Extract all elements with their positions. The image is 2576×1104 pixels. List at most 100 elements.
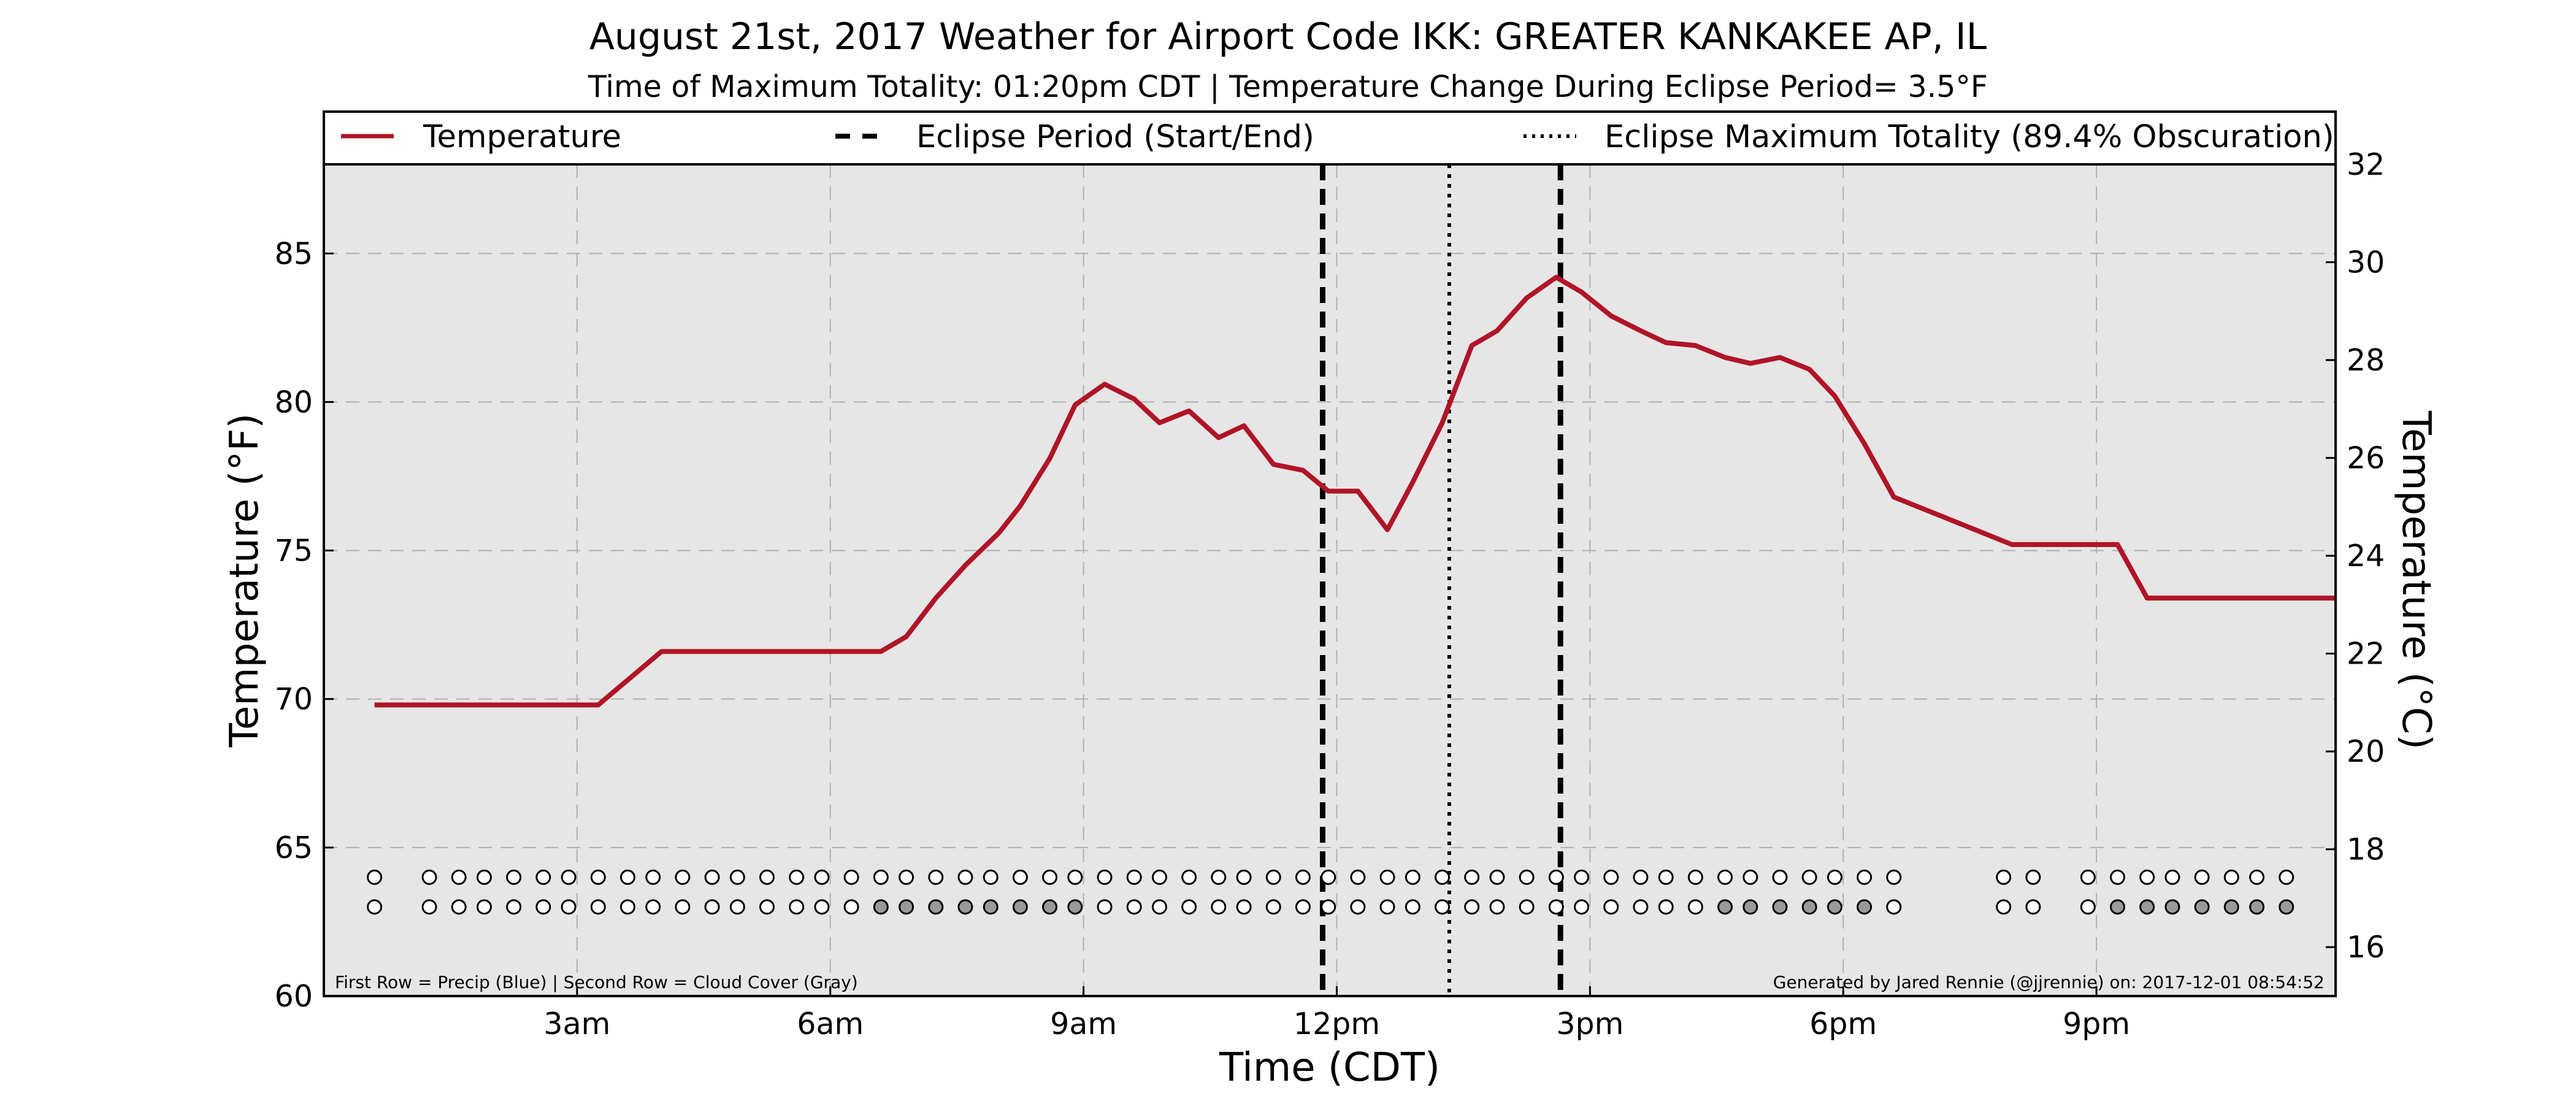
y-tick-label-right: 30 (2347, 245, 2385, 280)
precip-marker (1742, 869, 1758, 885)
cloud-cover-marker (814, 899, 830, 915)
x-tick-label: 3pm (1556, 1006, 1623, 1041)
cloud-cover-marker (535, 899, 551, 915)
cloud-cover-marker (476, 899, 492, 915)
x-tick-label: 12pm (1294, 1006, 1380, 1041)
precip-marker (2025, 869, 2041, 885)
precip-marker (1603, 869, 1619, 885)
precip-marker (1519, 869, 1535, 885)
cloud-cover-marker (506, 899, 522, 915)
precip-marker (1211, 869, 1227, 885)
precip-marker (1379, 869, 1395, 885)
precip-marker (1236, 869, 1252, 885)
y-tick-label-right: 20 (2347, 734, 2385, 769)
cloud-cover-marker (1772, 899, 1788, 915)
precip-marker (1097, 869, 1113, 885)
chart-title: August 21st, 2017 Weather for Airport Co… (589, 15, 1987, 58)
y-axis-label-left: Temperature (°F) (222, 413, 267, 748)
y-tick-label: 75 (275, 534, 313, 569)
cloud-cover-marker (1687, 899, 1703, 915)
cloud-cover-marker (1097, 899, 1113, 915)
precip-marker (704, 869, 720, 885)
cloud-cover-marker (1742, 899, 1758, 915)
cloud-cover-marker (1236, 899, 1252, 915)
precip-marker (873, 869, 889, 885)
precip-marker (1687, 869, 1703, 885)
cloud-cover-marker (729, 899, 745, 915)
cloud-cover-marker (675, 899, 691, 915)
precip-marker (1996, 869, 2012, 885)
y-tick-label-right: 26 (2347, 441, 2385, 476)
cloud-cover-marker (759, 899, 775, 915)
precip-marker (1717, 869, 1733, 885)
cloud-cover-marker (1658, 899, 1674, 915)
temperature-series (374, 275, 2336, 708)
y-tick-label-right: 16 (2347, 930, 2385, 965)
precip-marker (1181, 869, 1197, 885)
cloud-cover-marker (1012, 899, 1028, 915)
legend: Temperature Eclipse Period (Start/End) E… (341, 119, 2334, 155)
precip-marker (1126, 869, 1142, 885)
y-tick-label: 60 (275, 979, 313, 1014)
cloud-cover-marker (928, 899, 944, 915)
precip-marker (1321, 869, 1336, 885)
y-tick-label: 80 (275, 385, 313, 420)
precip-marker (2164, 869, 2180, 885)
precip-marker (1012, 869, 1028, 885)
legend-box (323, 110, 2337, 166)
precip-marker (1067, 869, 1083, 885)
cloud-cover-marker (1321, 899, 1336, 915)
precip-marker (2223, 869, 2239, 885)
cloud-cover-marker (899, 899, 914, 915)
cloud-cover-marker (1151, 899, 1167, 915)
precip-marker (619, 869, 635, 885)
precip-marker (2249, 869, 2265, 885)
cloud-cover-marker (1464, 899, 1480, 915)
cloud-cover-marker (1886, 899, 1902, 915)
cloud-cover-marker (1067, 899, 1083, 915)
precip-marker (1857, 869, 1873, 885)
precip-marker (983, 869, 999, 885)
cloud-cover-marker (1801, 899, 1817, 915)
precip-marker (1801, 869, 1817, 885)
precip-marker (1489, 869, 1505, 885)
cloud-cover-marker (1857, 899, 1873, 915)
cloud-cover-marker (2279, 899, 2294, 915)
precip-marker (957, 869, 973, 885)
x-axis-label: Time (CDT) (1219, 1045, 1440, 1091)
cloud-cover-marker (957, 899, 973, 915)
precip-marker (1350, 869, 1366, 885)
cloud-cover-marker (1435, 899, 1451, 915)
cloud-cover-marker (590, 899, 606, 915)
precip-marker (2279, 869, 2294, 885)
cloud-cover-marker (704, 899, 720, 915)
cloud-cover-marker (1211, 899, 1227, 915)
legend-eclipse-period-label: Eclipse Period (Start/End) (916, 119, 1314, 155)
y-tick-label-right: 32 (2347, 147, 2385, 182)
y-axis-ticks-left: 60 65 70 75 80 85 (275, 236, 334, 1014)
cloud-cover-marker (1405, 899, 1420, 915)
y-tick-label-right: 24 (2347, 539, 2385, 573)
precip-marker (1827, 869, 1842, 885)
precip-marker (421, 869, 437, 885)
precip-marker (1574, 869, 1590, 885)
precip-marker (1295, 869, 1311, 885)
precip-marker (367, 869, 383, 885)
precip-marker (759, 869, 775, 885)
cloud-cover-marker (619, 899, 635, 915)
precip-marker (1405, 869, 1420, 885)
cloud-cover-marker (561, 899, 577, 915)
precip-marker (1042, 869, 1058, 885)
precip-marker (1265, 869, 1281, 885)
precip-marker (814, 869, 830, 885)
cloud-cover-marker (873, 899, 889, 915)
y-tick-label-right: 28 (2347, 343, 2385, 378)
precip-marker (1658, 869, 1674, 885)
cloud-cover-marker (451, 899, 467, 915)
precip-marker (2110, 869, 2126, 885)
precip-marker (928, 869, 944, 885)
precip-marker (451, 869, 467, 885)
precip-marker (506, 869, 522, 885)
precip-marker (1464, 869, 1480, 885)
